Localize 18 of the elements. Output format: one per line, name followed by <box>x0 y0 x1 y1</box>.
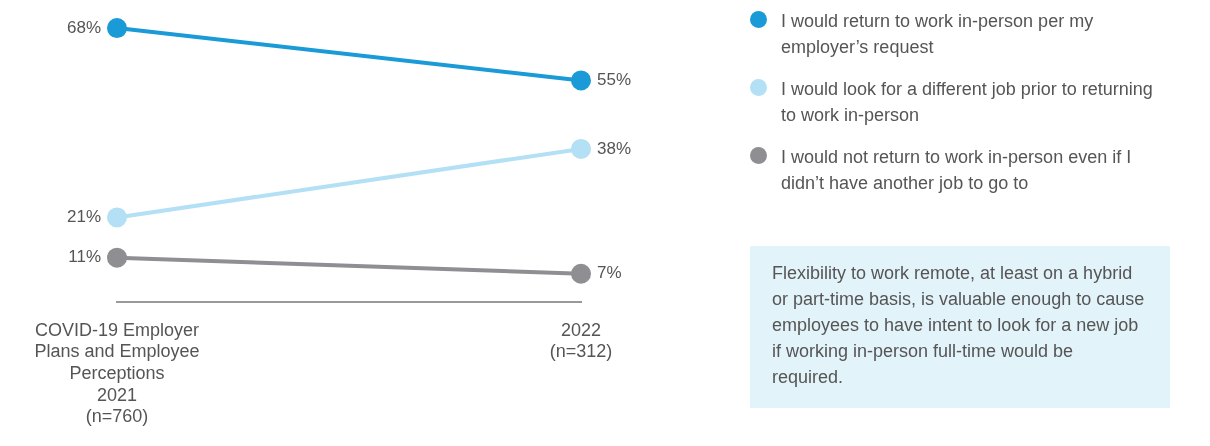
point <box>571 70 591 91</box>
data-label: 38% <box>597 138 632 158</box>
legend-label: I would look for a different job prior to returning to work in-person <box>781 78 1154 127</box>
data-label: 7% <box>597 263 622 283</box>
point <box>107 247 127 268</box>
legend-label: I would not return to work in-person even if I didn’t have another job to go to <box>781 146 1133 195</box>
point <box>107 207 127 228</box>
data-label: 21% <box>66 207 101 227</box>
data-label: 68% <box>66 17 101 37</box>
note-box: Flexibility to work remote, at least on a hybrid or part-time basis, is valuable enough to cause employees to have intent to look for a new job if working in-person full-time would be required. <box>750 246 1170 408</box>
point <box>107 18 127 39</box>
legend-label: I would return to work in-person per my employer’s request <box>781 10 1095 59</box>
x-tick-label: COVID-19 Employer Plans and Employee Perceptions 2021 (n=760) <box>34 319 200 427</box>
data-label: 55% <box>597 70 632 90</box>
point <box>571 138 591 159</box>
point <box>571 263 591 284</box>
x-tick-label: 2022 (n=312) <box>549 319 613 362</box>
data-label: 11% <box>68 247 101 267</box>
